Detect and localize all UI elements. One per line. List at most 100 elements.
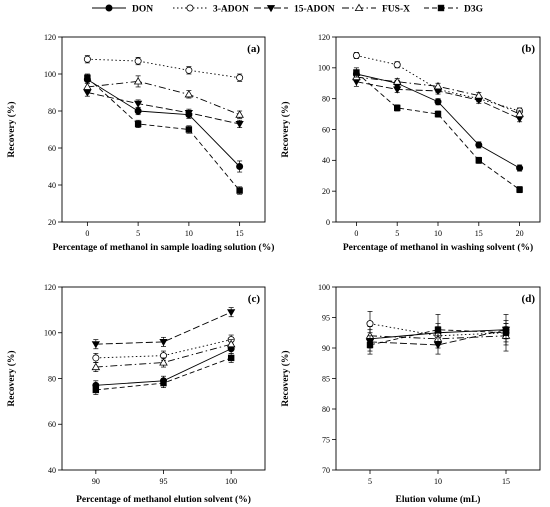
data-point xyxy=(159,358,168,366)
legend-label: DON xyxy=(132,5,153,15)
data-point xyxy=(83,82,92,90)
y-tick-label: 60 xyxy=(48,420,56,429)
series-d3g xyxy=(84,73,243,195)
data-point xyxy=(134,107,142,115)
plot-frame xyxy=(335,36,541,223)
data-point xyxy=(185,126,193,133)
y-tick-label: 75 xyxy=(322,435,330,444)
x-tick-label: 20 xyxy=(516,229,524,238)
data-point xyxy=(91,341,100,349)
x-tick-label: 0 xyxy=(85,229,89,238)
data-point xyxy=(185,66,193,74)
data-point xyxy=(515,109,524,118)
y-tick-label: 20 xyxy=(48,218,56,227)
series-3-adon xyxy=(83,55,244,82)
data-point xyxy=(184,109,193,118)
series-d3g xyxy=(92,352,235,395)
data-point xyxy=(134,120,142,128)
data-point xyxy=(516,186,523,193)
series-line xyxy=(356,72,520,190)
legend-marker-icon xyxy=(186,4,194,12)
y-tick-label: 100 xyxy=(318,64,330,73)
plot-frame xyxy=(61,36,266,223)
panel-d: 70 75 80 85 90 95 100 5 10 15 Elution volume (mL) R… xyxy=(280,283,541,505)
y-axis-label: Recovery (%) xyxy=(6,350,17,406)
x-tick-label: 15 xyxy=(502,477,510,486)
y-tick-label: 80 xyxy=(48,374,56,383)
y-tick-label: 90 xyxy=(322,344,330,353)
data-point xyxy=(235,110,244,118)
legend-item-15-adon: 15-ADON xyxy=(254,5,335,15)
data-point xyxy=(91,362,101,371)
data-point xyxy=(392,77,402,85)
y-tick-label: 100 xyxy=(44,329,56,338)
data-point xyxy=(393,61,401,69)
series-line xyxy=(87,79,240,167)
data-point xyxy=(516,164,524,172)
y-tick-label: 85 xyxy=(322,374,330,383)
x-tick-label: 10 xyxy=(434,477,442,486)
x-tick-label: 100 xyxy=(225,477,237,486)
data-point xyxy=(134,57,142,65)
data-point xyxy=(227,354,235,362)
legend-label: 15-ADON xyxy=(294,5,335,15)
y-tick-label: 70 xyxy=(322,466,330,475)
data-point xyxy=(226,339,236,348)
x-axis-label: Percentage of methanol in sample loading… xyxy=(53,242,275,253)
data-point xyxy=(236,187,243,194)
legend-item-d3g: D3G xyxy=(424,5,484,15)
series-line xyxy=(87,58,240,79)
series-15-adon xyxy=(91,307,236,350)
data-point xyxy=(475,157,482,164)
data-point xyxy=(83,55,91,63)
data-point xyxy=(159,339,168,347)
series-line xyxy=(369,329,507,346)
x-tick-label: 10 xyxy=(185,229,193,238)
y-tick-label: 120 xyxy=(44,33,56,42)
data-point xyxy=(366,320,374,328)
x-tick-label: 95 xyxy=(160,477,168,486)
series-15-adon xyxy=(352,76,524,123)
data-point xyxy=(353,69,360,76)
data-point xyxy=(434,110,442,118)
data-point xyxy=(184,89,194,98)
x-axis-label: Percentage of methanol elution solvent (… xyxy=(76,494,251,505)
panel-label: (c) xyxy=(248,293,261,305)
y-axis-label: Recovery (%) xyxy=(280,350,291,406)
x-tick-label: 15 xyxy=(236,229,244,238)
data-point xyxy=(235,121,244,129)
data-point xyxy=(434,98,442,106)
legend-item-fus-x: FUS-X xyxy=(342,3,410,15)
series-d3g xyxy=(353,67,523,194)
series-line xyxy=(87,80,240,116)
series-line xyxy=(369,329,507,346)
data-point xyxy=(434,326,442,333)
x-tick-label: 5 xyxy=(368,477,372,486)
x-axis-label: Elution volume (mL) xyxy=(396,494,481,505)
legend-marker-icon xyxy=(266,5,276,13)
legend-label: 3-ADON xyxy=(213,5,249,15)
x-tick-label: 5 xyxy=(136,229,140,238)
data-point xyxy=(160,379,167,387)
x-tick-label: 0 xyxy=(354,229,358,238)
data-point xyxy=(366,341,374,349)
panel-a: 20 40 60 80 100 120 0 5 10 15 Percentage of methan… xyxy=(6,33,274,253)
series-d3g xyxy=(366,314,510,355)
data-point xyxy=(352,52,360,60)
x-tick-label: 5 xyxy=(395,229,399,238)
x-tick-label: 90 xyxy=(92,477,100,486)
series-fus-x xyxy=(83,75,244,119)
y-tick-label: 80 xyxy=(322,94,330,103)
data-point xyxy=(433,81,443,90)
y-axis-label: Recovery (%) xyxy=(6,101,17,157)
data-point xyxy=(134,100,143,108)
data-point xyxy=(502,329,510,336)
data-point xyxy=(236,162,244,170)
legend-label: FUS-X xyxy=(382,5,410,15)
legend-item-3-adon: 3-ADON xyxy=(173,5,249,15)
data-point xyxy=(393,86,402,94)
y-tick-label: 80 xyxy=(322,405,330,414)
data-point xyxy=(92,354,100,362)
